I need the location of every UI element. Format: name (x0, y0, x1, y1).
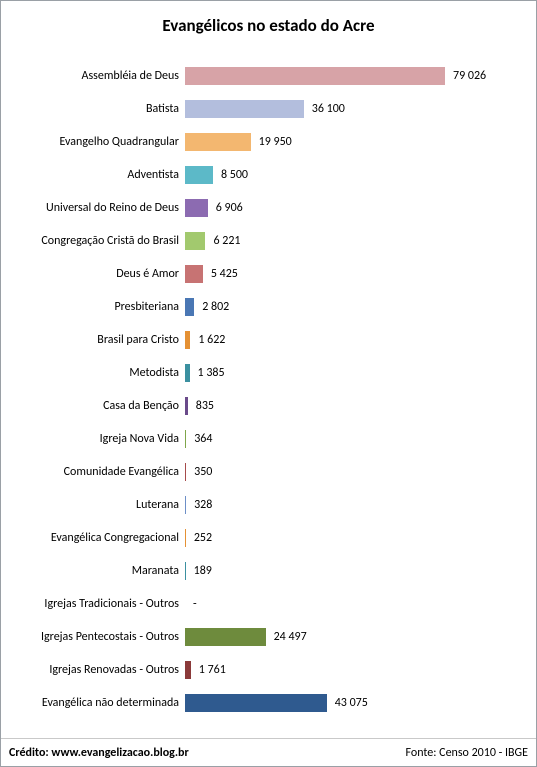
value-label: 79 026 (445, 69, 486, 83)
chart-row: Adventista 8 500 (1, 158, 536, 191)
bar-wrap: 1 385 (185, 364, 536, 382)
value-label: 5 425 (203, 267, 238, 281)
value-label: 6 221 (205, 234, 240, 248)
chart-row: Igrejas Pentecostais - Outros 24 497 (1, 620, 536, 653)
bar (185, 265, 203, 283)
category-label: Deus é Amor (1, 267, 185, 281)
value-label: 19 950 (251, 135, 292, 149)
category-label: Evangélica não determinada (1, 696, 185, 710)
bar-wrap: 189 (185, 562, 536, 580)
chart-row: Assembléia de Deus 79 026 (1, 59, 536, 92)
value-label: 328 (186, 498, 212, 512)
chart-row: Metodista 1 385 (1, 356, 536, 389)
category-label: Brasil para Cristo (1, 333, 185, 347)
value-label: 252 (186, 531, 212, 545)
category-label: Metodista (1, 366, 185, 380)
bar (185, 232, 205, 250)
category-label: Batista (1, 102, 185, 116)
category-label: Universal do Reino de Deus (1, 201, 185, 215)
value-label: 1 761 (191, 663, 226, 677)
value-label: 189 (186, 564, 212, 578)
bar (185, 133, 251, 151)
chart-row: Congregação Cristã do Brasil 6 221 (1, 224, 536, 257)
chart-row: Brasil para Cristo 1 622 (1, 323, 536, 356)
bar (185, 67, 445, 85)
category-label: Casa da Benção (1, 399, 185, 413)
value-label: 835 (188, 399, 214, 413)
chart-row: Universal do Reino de Deus 6 906 (1, 191, 536, 224)
bar-wrap: 252 (185, 529, 536, 547)
bar (185, 298, 194, 316)
bar-wrap: 6 906 (185, 199, 536, 217)
category-label: Maranata (1, 564, 185, 578)
category-label: Igrejas Renovadas - Outros (1, 663, 185, 677)
bar-wrap: 6 221 (185, 232, 536, 250)
value-label: 350 (186, 465, 212, 479)
category-label: Adventista (1, 168, 185, 182)
bar-wrap: 36 100 (185, 100, 536, 118)
category-label: Igreja Nova Vida (1, 432, 185, 446)
value-label: 43 075 (327, 696, 368, 710)
value-label: 24 497 (266, 630, 307, 644)
category-label: Assembléia de Deus (1, 69, 185, 83)
chart-row: Evangélica Congregacional252 (1, 521, 536, 554)
bar (185, 628, 266, 646)
bar (185, 100, 304, 118)
bar-wrap: 79 026 (185, 67, 536, 85)
chart-row: Igrejas Tradicionais - Outros- (1, 587, 536, 620)
bar (185, 199, 208, 217)
chart-row: Presbiteriana 2 802 (1, 290, 536, 323)
chart-row: Luterana328 (1, 488, 536, 521)
category-label: Congregação Cristã do Brasil (1, 234, 185, 248)
value-label: 6 906 (208, 201, 243, 215)
chart-row: Evangelho Quadrangular 19 950 (1, 125, 536, 158)
bar-wrap: - (185, 595, 536, 613)
bar-wrap: 8 500 (185, 166, 536, 184)
chart-row: Comunidade Evangélica350 (1, 455, 536, 488)
chart-row: Igrejas Renovadas - Outros 1 761 (1, 653, 536, 686)
chart-row: Igreja Nova Vida364 (1, 422, 536, 455)
chart-area: Assembléia de Deus 79 026 Batista 36 100 Eva… (1, 59, 536, 732)
value-label: 2 802 (194, 300, 229, 314)
value-label: 8 500 (213, 168, 248, 182)
category-label: Luterana (1, 498, 185, 512)
bar-wrap: 19 950 (185, 133, 536, 151)
category-label: Igrejas Tradicionais - Outros (1, 597, 185, 611)
bar-wrap: 5 425 (185, 265, 536, 283)
bar-wrap: 350 (185, 463, 536, 481)
chart-title: Evangélicos no estado do Acre (1, 1, 536, 44)
bar-wrap: 43 075 (185, 694, 536, 712)
bar-wrap: 1 761 (185, 661, 536, 679)
category-label: Evangelho Quadrangular (1, 135, 185, 149)
chart-frame: Evangélicos no estado do Acre Assembléia… (0, 0, 537, 767)
footer-source: Fonte: Censo 2010 - IBGE (406, 746, 528, 760)
chart-row: Maranata189 (1, 554, 536, 587)
chart-row: Evangélica não determinada 43 075 (1, 686, 536, 719)
category-label: Comunidade Evangélica (1, 465, 185, 479)
bar-wrap: 328 (185, 496, 536, 514)
chart-row: Casa da Benção835 (1, 389, 536, 422)
category-label: Evangélica Congregacional (1, 531, 185, 545)
bar (185, 166, 213, 184)
bar-wrap: 364 (185, 430, 536, 448)
bar-wrap: 2 802 (185, 298, 536, 316)
category-label: Presbiteriana (1, 300, 185, 314)
bar-wrap: 1 622 (185, 331, 536, 349)
value-label: - (185, 597, 197, 611)
value-label: 1 385 (190, 366, 225, 380)
footer-credit: Crédito: www.evangelizacao.blog.br (9, 746, 189, 760)
value-label: 364 (186, 432, 212, 446)
value-label: 36 100 (304, 102, 345, 116)
bar-wrap: 835 (185, 397, 536, 415)
category-label: Igrejas Pentecostais - Outros (1, 630, 185, 644)
value-label: 1 622 (190, 333, 225, 347)
bar (185, 694, 327, 712)
bar-wrap: 24 497 (185, 628, 536, 646)
chart-row: Deus é Amor 5 425 (1, 257, 536, 290)
chart-row: Batista 36 100 (1, 92, 536, 125)
chart-footer: Crédito: www.evangelizacao.blog.br Fonte… (1, 738, 536, 766)
